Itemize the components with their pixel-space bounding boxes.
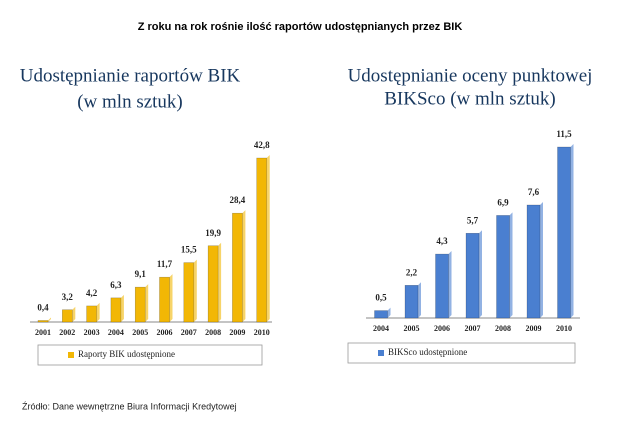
bar xyxy=(86,305,97,323)
bar xyxy=(526,204,541,319)
bar-side xyxy=(266,155,270,322)
bar-side xyxy=(570,144,574,318)
bar xyxy=(37,320,49,323)
value-label: 6,3 xyxy=(110,280,122,290)
bar-side xyxy=(218,242,222,322)
bar-side xyxy=(48,317,51,322)
bar xyxy=(183,262,195,323)
value-label: 42,8 xyxy=(254,140,270,150)
bar-side xyxy=(96,302,100,322)
bar-side xyxy=(242,210,246,322)
value-label: 5,7 xyxy=(467,215,479,225)
value-label: 0,4 xyxy=(37,303,49,313)
bar-side xyxy=(387,307,391,318)
bar xyxy=(435,253,449,319)
legend-box xyxy=(37,344,263,366)
bar xyxy=(404,285,419,319)
value-label: 15,5 xyxy=(181,245,197,255)
bar xyxy=(256,157,267,323)
value-label: 4,2 xyxy=(86,288,98,298)
x-tick-label: 2005 xyxy=(404,324,420,333)
value-label: 0,5 xyxy=(375,293,387,303)
legend-entry: Raporty BIK udostępnione xyxy=(78,349,175,359)
x-tick-label: 2010 xyxy=(556,324,572,333)
x-tick-label: 2006 xyxy=(157,328,173,337)
value-label: 28,4 xyxy=(230,195,246,205)
chart-subtitle: BIKSco (w mln sztuk) xyxy=(384,88,556,109)
bar xyxy=(134,286,146,323)
value-label: 11,5 xyxy=(556,129,572,139)
x-tick-label: 2007 xyxy=(181,328,197,337)
bar-side xyxy=(145,284,149,322)
x-tick-label: 2009 xyxy=(229,328,245,337)
bar-side xyxy=(72,306,76,322)
page-title: Z roku na rok rośnie ilość raportów udos… xyxy=(138,21,463,33)
bar-side xyxy=(169,274,173,322)
x-tick-label: 2005 xyxy=(132,328,148,337)
x-tick-label: 2008 xyxy=(495,324,511,333)
value-label: 4,3 xyxy=(436,236,448,246)
x-tick-label: 2006 xyxy=(434,324,450,333)
legend-box xyxy=(347,342,576,364)
value-label: 9,1 xyxy=(135,269,147,279)
legend-swatch xyxy=(378,350,384,356)
x-tick-label: 2004 xyxy=(108,328,124,337)
x-tick-label: 2004 xyxy=(373,324,389,333)
value-label: 19,9 xyxy=(205,228,221,238)
bar xyxy=(62,309,73,323)
chart-subtitle: (w mln sztuk) xyxy=(77,91,183,112)
x-tick-label: 2010 xyxy=(254,328,270,337)
x-tick-label: 2002 xyxy=(59,328,75,337)
source-note: Źródło: Dane wewnętrzne Biura Informacji… xyxy=(22,401,237,411)
chart-title: Udostępnianie oceny punktowej xyxy=(348,65,593,86)
chart-title: Udostępnianie raportów BIK xyxy=(20,65,241,86)
bar xyxy=(374,310,388,319)
bar xyxy=(110,297,122,323)
x-tick-label: 2009 xyxy=(526,324,542,333)
bar xyxy=(496,215,510,319)
x-tick-label: 2001 xyxy=(35,328,51,337)
bar-side xyxy=(448,251,452,318)
value-label: 3,2 xyxy=(62,292,74,302)
legend-swatch xyxy=(68,352,74,358)
value-label: 7,6 xyxy=(528,187,540,197)
bar xyxy=(557,146,571,319)
bar xyxy=(232,212,243,323)
bar-side xyxy=(509,212,513,318)
x-tick-label: 2003 xyxy=(84,328,100,337)
value-label: 6,9 xyxy=(497,197,509,207)
bar-side xyxy=(120,294,124,322)
bar-side xyxy=(479,230,482,318)
x-tick-label: 2007 xyxy=(465,324,481,333)
legend-entry: BIKSco udostępnione xyxy=(388,347,467,357)
bar xyxy=(159,276,170,323)
bar-side xyxy=(193,259,197,322)
bar xyxy=(207,245,219,323)
bar-side xyxy=(540,201,543,318)
bar-side xyxy=(418,282,421,318)
value-label: 11,7 xyxy=(157,259,173,269)
x-tick-label: 2008 xyxy=(205,328,221,337)
bar xyxy=(465,232,480,319)
value-label: 2,2 xyxy=(406,267,418,277)
